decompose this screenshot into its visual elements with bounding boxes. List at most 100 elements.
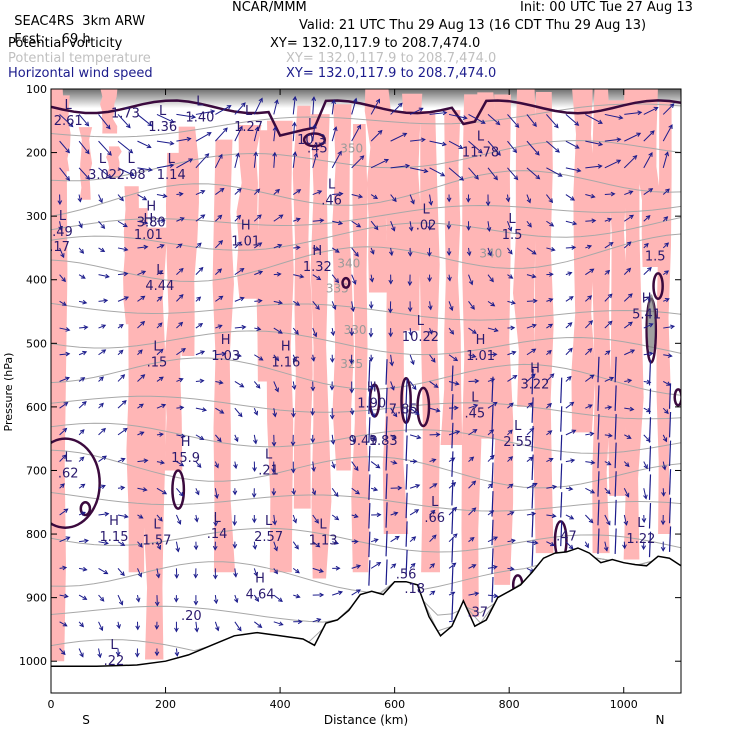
wind-vector <box>214 621 219 631</box>
wind-vector <box>468 274 473 285</box>
wind-vector-head <box>142 487 148 492</box>
wind-vector <box>98 621 103 631</box>
wind-vector <box>253 152 257 168</box>
wind-vector-head <box>623 520 629 526</box>
wind-vector-head <box>337 150 342 156</box>
wind-vector <box>176 268 184 276</box>
wind-vector-head <box>138 542 143 548</box>
updraft-vector <box>385 530 388 557</box>
wind-vector <box>390 354 393 366</box>
wind-vector <box>234 215 241 222</box>
wind-vector-head <box>644 242 649 248</box>
wind-vector <box>468 480 476 489</box>
wind-vector <box>59 402 68 409</box>
wind-vector-head <box>410 199 415 205</box>
updraft-vector <box>668 526 672 552</box>
extremum-value: 5.41 <box>632 308 661 323</box>
wind-vector <box>351 301 354 312</box>
wind-vector <box>624 190 633 196</box>
extremum-value: .37 <box>467 606 488 621</box>
wind-vector-head <box>174 627 179 633</box>
extremum-value: 1.32 <box>303 260 332 275</box>
theta-contour-line <box>51 217 681 251</box>
wind-vector-head <box>597 119 603 124</box>
wind-vector-head <box>104 511 110 517</box>
updraft-vector <box>405 521 408 547</box>
wind-vector <box>195 323 203 329</box>
pv-contour-blob <box>341 276 351 289</box>
wind-vector <box>195 267 204 275</box>
wind-vector <box>273 152 276 168</box>
wind-vector <box>312 153 318 168</box>
extremum-value: 2.57 <box>254 530 283 545</box>
wind-vector <box>623 241 632 249</box>
wind-vector <box>253 126 259 142</box>
high-marker: H <box>241 219 251 234</box>
wind-vector-head <box>156 544 162 550</box>
wind-vector-head <box>471 507 477 513</box>
extremum-value: .18 <box>404 582 425 597</box>
extremum-value: 2.61 <box>54 114 83 129</box>
wind-vector-head <box>607 293 613 299</box>
wind-vector-head <box>356 124 361 130</box>
wind-vector-head <box>590 489 596 494</box>
wind-vector-head <box>330 439 336 445</box>
updraft-vector <box>560 406 563 432</box>
wind-vector <box>546 247 555 251</box>
wind-vector <box>604 406 612 409</box>
wind-vector-head <box>608 242 614 247</box>
wind-vector <box>526 541 538 544</box>
wind-vector-head <box>576 167 582 173</box>
wind-vector <box>390 165 410 169</box>
wind-vector-head <box>331 99 336 105</box>
wind-vector-head <box>140 295 146 301</box>
wind-vector-head <box>338 191 344 197</box>
wind-vector-head <box>628 321 633 327</box>
updraft-vector <box>614 442 617 469</box>
wind-vector <box>526 167 540 180</box>
wind-vector-head <box>312 332 318 338</box>
wind-vector <box>215 324 222 329</box>
wind-vector-head <box>271 441 277 447</box>
theta-contour-line <box>51 170 681 217</box>
updraft-vector <box>614 356 617 383</box>
wind-vector <box>176 294 184 302</box>
wind-vector-head <box>627 293 633 298</box>
wind-vector-head <box>140 374 146 379</box>
wind-vector <box>448 430 460 436</box>
x-tick-label: 400 <box>270 698 291 711</box>
wind-vector <box>176 113 196 118</box>
wind-vector-head <box>115 651 121 657</box>
wind-vector <box>623 488 630 497</box>
wind-vector-head <box>571 245 577 250</box>
wind-vector-head <box>486 227 492 232</box>
wind-vector <box>507 375 517 382</box>
x-tick-label: 1000 <box>610 698 638 711</box>
wind-vector-head <box>175 547 181 553</box>
wind-vector <box>565 246 576 249</box>
wind-vector-head <box>99 402 104 408</box>
field-xy-theta: XY= 132.0,117.9 to 208.7,474.0 <box>286 51 497 66</box>
wind-vector-head <box>81 401 87 406</box>
wind-vector <box>487 300 495 307</box>
wind-vector-head <box>239 296 245 302</box>
wind-vector <box>292 541 299 550</box>
wind-vector-head <box>241 102 246 108</box>
wind-vector-head <box>574 121 580 126</box>
extremum-value: 1.14 <box>157 168 186 183</box>
updraft-vector <box>560 463 563 489</box>
wind-vector-head <box>358 194 364 199</box>
wind-vector-head <box>77 197 83 203</box>
updraft-vector <box>597 385 600 411</box>
wind-vector <box>175 541 179 552</box>
wind-vector <box>215 127 228 142</box>
wind-vector <box>370 381 373 390</box>
wind-vector <box>117 220 128 227</box>
north-label: N <box>656 713 665 727</box>
wind-vector-head <box>274 387 279 393</box>
wind-vector-head <box>668 124 673 130</box>
wind-vector <box>331 487 339 497</box>
pv-shade-plume <box>400 93 423 331</box>
wind-vector-head <box>158 516 163 522</box>
wind-vector-head <box>567 322 573 327</box>
